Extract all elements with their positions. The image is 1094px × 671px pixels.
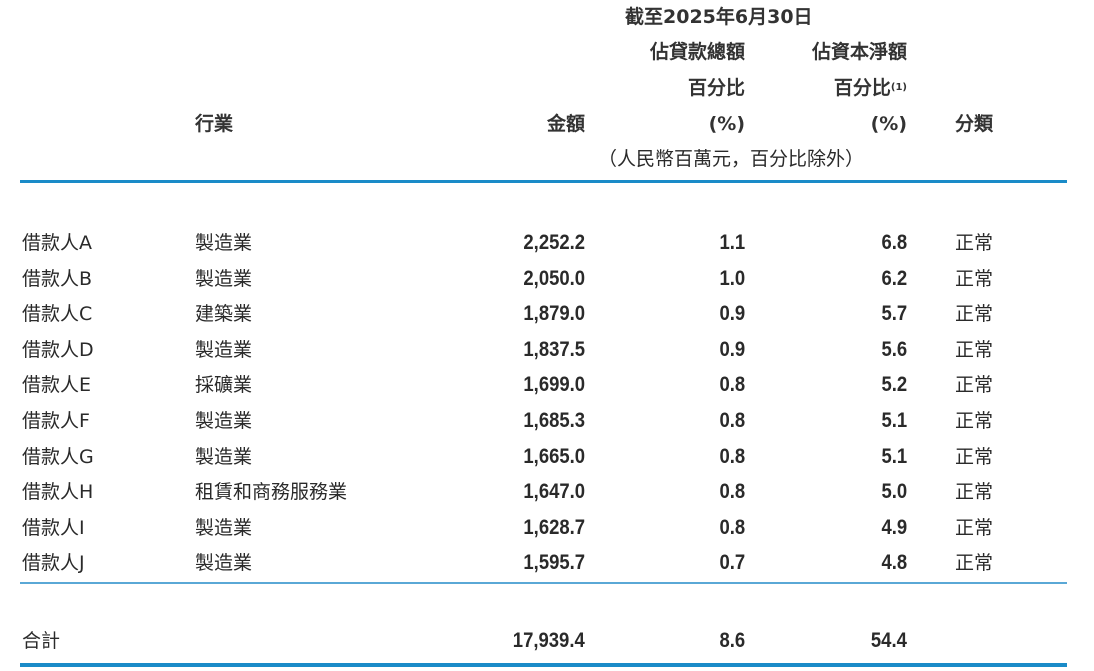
class-header: 分類 xyxy=(955,113,994,135)
amount-cell: 1,647.0 xyxy=(523,480,585,504)
capital-pct-cell: 5.0 xyxy=(881,480,907,504)
amount-cell: 1,665.0 xyxy=(523,444,585,468)
capital-pct-header-unit: (%) xyxy=(870,113,907,135)
capital-pct-cell: 4.9 xyxy=(881,515,907,539)
industry-cell: 製造業 xyxy=(195,410,253,432)
loan-pct-cell: 0.8 xyxy=(719,480,745,504)
class-cell: 正常 xyxy=(955,445,994,468)
amount-cell: 2,252.2 xyxy=(523,231,585,254)
loan-pct-cell: 0.7 xyxy=(719,551,745,575)
total-amount: 17,939.4 xyxy=(513,629,585,652)
bottom-rule xyxy=(20,663,1067,667)
industry-cell: 製造業 xyxy=(195,516,253,539)
unit-note: （人民幣百萬元，百分比除外） xyxy=(598,148,865,170)
borrower-cell: 借款人D xyxy=(22,338,94,361)
class-cell: 正常 xyxy=(955,481,994,504)
loan-pct-cell: 0.9 xyxy=(719,337,745,361)
capital-pct-cell: 6.8 xyxy=(881,231,907,254)
capital-pct-cell: 5.1 xyxy=(881,444,907,468)
capital-pct-cell: 5.1 xyxy=(881,409,907,432)
borrower-cell: 借款人J xyxy=(22,552,85,575)
capital-pct-cell: 5.2 xyxy=(881,373,907,397)
industry-cell: 建築業 xyxy=(195,303,253,326)
capital-pct-cell: 4.8 xyxy=(881,551,907,575)
industry-cell: 採礦業 xyxy=(195,374,253,397)
class-cell: 正常 xyxy=(955,374,994,397)
industry-cell: 製造業 xyxy=(195,232,253,254)
capital-pct-cell: 5.7 xyxy=(881,302,907,326)
capital-pct-header-line2: 百分比(1) xyxy=(833,77,907,99)
class-cell: 正常 xyxy=(955,232,994,254)
borrower-cell: 借款人H xyxy=(22,481,94,504)
class-cell: 正常 xyxy=(955,338,994,361)
loan-pct-header-line2: 百分比 xyxy=(687,77,745,99)
amount-cell: 1,879.0 xyxy=(523,302,585,326)
footnote-marker: (1) xyxy=(890,82,907,93)
class-cell: 正常 xyxy=(955,267,994,290)
borrower-cell: 借款人B xyxy=(22,267,93,290)
industry-cell: 租賃和商務服務業 xyxy=(195,481,348,504)
class-cell: 正常 xyxy=(955,552,994,575)
amount-cell: 1,628.7 xyxy=(523,515,585,539)
loan-pct-header-line1: 佔貸款總額 xyxy=(649,41,745,63)
borrower-cell: 借款人G xyxy=(22,445,94,468)
date-label: 截至2025年6月30日 xyxy=(625,6,813,28)
amount-cell: 1,837.5 xyxy=(523,337,585,361)
loan-pct-cell: 0.8 xyxy=(719,515,745,539)
total-loan-pct: 8.6 xyxy=(719,629,745,652)
amount-cell: 1,699.0 xyxy=(523,373,585,397)
subtotal-rule xyxy=(20,582,1067,584)
amount-header: 金額 xyxy=(546,113,585,135)
class-cell: 正常 xyxy=(955,410,994,432)
amount-cell: 1,685.3 xyxy=(523,409,585,432)
capital-pct-cell: 6.2 xyxy=(881,266,907,290)
borrower-cell: 借款人I xyxy=(22,516,85,539)
industry-cell: 製造業 xyxy=(195,267,253,290)
loan-pct-cell: 0.8 xyxy=(719,409,745,432)
capital-pct-cell: 5.6 xyxy=(881,337,907,361)
loan-pct-cell: 1.1 xyxy=(719,231,745,254)
loan-pct-cell: 0.8 xyxy=(719,373,745,397)
industry-cell: 製造業 xyxy=(195,445,253,468)
amount-cell: 1,595.7 xyxy=(523,551,585,575)
borrower-cell: 借款人C xyxy=(22,303,93,326)
loan-pct-cell: 1.0 xyxy=(719,266,745,290)
total-label: 合計 xyxy=(22,630,61,652)
amount-cell: 2,050.0 xyxy=(523,266,585,290)
industry-cell: 製造業 xyxy=(195,552,253,575)
class-cell: 正常 xyxy=(955,516,994,539)
capital-pct-header-line1: 佔資本淨額 xyxy=(811,41,907,63)
header-rule xyxy=(20,180,1067,183)
class-cell: 正常 xyxy=(955,303,994,326)
loan-pct-header-unit: (%) xyxy=(708,113,745,135)
loan-pct-cell: 0.8 xyxy=(719,444,745,468)
total-capital-pct: 54.4 xyxy=(871,629,907,652)
industry-header: 行業 xyxy=(195,113,234,135)
loan-pct-cell: 0.9 xyxy=(719,302,745,326)
borrower-cell: 借款人F xyxy=(22,410,90,432)
borrower-cell: 借款人E xyxy=(22,374,92,397)
industry-cell: 製造業 xyxy=(195,338,253,361)
borrower-cell: 借款人A xyxy=(22,232,92,254)
